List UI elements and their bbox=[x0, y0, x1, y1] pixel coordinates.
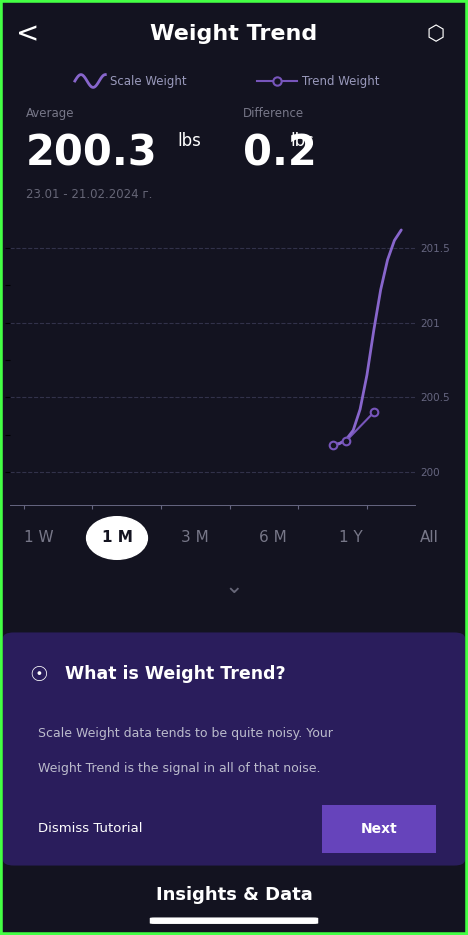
Text: Dismiss Tutorial: Dismiss Tutorial bbox=[38, 823, 143, 835]
Text: All: All bbox=[420, 530, 439, 545]
FancyBboxPatch shape bbox=[150, 917, 318, 924]
Text: Weight Trend: Weight Trend bbox=[150, 24, 318, 44]
Text: 23.01 - 21.02.2024 г.: 23.01 - 21.02.2024 г. bbox=[26, 188, 152, 201]
Text: ⌄: ⌄ bbox=[225, 577, 243, 597]
Text: 6 M: 6 M bbox=[259, 530, 287, 545]
Text: ☉: ☉ bbox=[29, 665, 48, 684]
Text: lbs: lbs bbox=[178, 132, 202, 151]
Text: Insights & Data: Insights & Data bbox=[156, 885, 312, 904]
Text: 0.2: 0.2 bbox=[243, 132, 317, 174]
Text: 1 M: 1 M bbox=[102, 530, 132, 545]
FancyBboxPatch shape bbox=[3, 632, 465, 866]
Text: Weight Trend is the signal in all of that noise.: Weight Trend is the signal in all of tha… bbox=[38, 762, 321, 775]
Text: 200.3: 200.3 bbox=[26, 132, 158, 174]
Text: Trend Weight: Trend Weight bbox=[302, 75, 380, 88]
Text: Scale Weight: Scale Weight bbox=[110, 75, 187, 88]
Text: 1 W: 1 W bbox=[24, 530, 54, 545]
Text: <: < bbox=[16, 20, 40, 48]
Text: 1 Y: 1 Y bbox=[339, 530, 363, 545]
Text: What is Weight Trend?: What is Weight Trend? bbox=[65, 665, 285, 683]
Text: ⬡: ⬡ bbox=[426, 24, 444, 44]
Text: Difference: Difference bbox=[243, 108, 305, 121]
Text: 3 M: 3 M bbox=[181, 530, 209, 545]
Text: Scale Weight data tends to be quite noisy. Your: Scale Weight data tends to be quite nois… bbox=[38, 726, 333, 740]
Text: lbs: lbs bbox=[290, 132, 314, 151]
Ellipse shape bbox=[87, 517, 147, 559]
Text: Average: Average bbox=[26, 108, 74, 121]
